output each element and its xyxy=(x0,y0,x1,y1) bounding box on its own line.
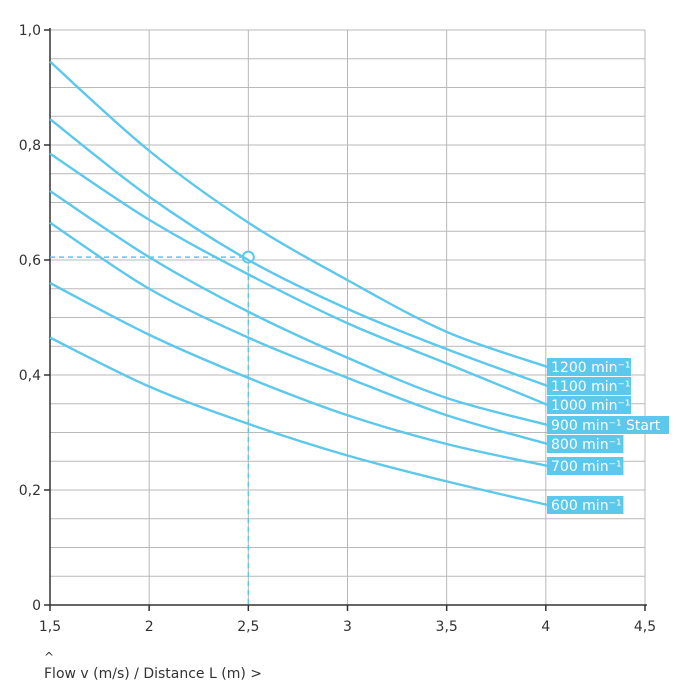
y-tick-label: 0,8 xyxy=(19,138,41,154)
grid xyxy=(50,29,646,605)
series-line xyxy=(49,60,549,369)
series-label-box xyxy=(547,358,631,376)
y-tick-label: 0,4 xyxy=(19,368,41,384)
y-tick-label: 1,0 xyxy=(19,23,41,39)
series-label-box xyxy=(547,435,624,453)
x-tick-label: 2,5 xyxy=(237,619,259,635)
series-label: 1200 min⁻¹ xyxy=(547,358,631,376)
axis-caret-icon: ^ xyxy=(44,650,55,664)
series-label: 600 min⁻¹ xyxy=(547,496,624,514)
series-label-box xyxy=(547,496,624,514)
series-line xyxy=(49,190,549,427)
annotation-guides xyxy=(50,250,255,605)
x-tick-label: 3,5 xyxy=(436,619,458,635)
x-tick-label: 3 xyxy=(343,619,352,635)
series-label-box xyxy=(547,416,669,434)
series-line xyxy=(49,281,549,468)
y-tick-label: 0 xyxy=(32,598,41,614)
x-axis-title: Flow v (m/s) / Distance L (m) > xyxy=(44,666,262,682)
series-labels: 1200 min⁻¹ 1100 min⁻¹ 1000 min⁻¹ 900 min⁻¹ … xyxy=(547,358,669,514)
series-line xyxy=(49,336,549,507)
series-label: 1100 min⁻¹ xyxy=(547,377,631,395)
y-tick-label: 0,2 xyxy=(19,483,41,499)
series-label-text: 700 min⁻¹ xyxy=(551,459,622,475)
series-line xyxy=(49,221,549,446)
series-label: 800 min⁻¹ xyxy=(547,435,624,453)
series-label-box xyxy=(547,457,624,475)
series-label-text: 800 min⁻¹ xyxy=(551,437,622,453)
series-lines xyxy=(49,60,549,507)
series-label: 700 min⁻¹ xyxy=(547,457,624,475)
series-line xyxy=(49,118,549,388)
series-label-text: 1200 min⁻¹ xyxy=(551,360,630,376)
series-label-text: 1100 min⁻¹ xyxy=(551,379,630,395)
series-label-box xyxy=(547,396,631,414)
series-label-text: 900 min⁻¹ Start xyxy=(551,418,661,434)
axes xyxy=(44,28,647,611)
series-line xyxy=(49,152,549,407)
series-label: 1000 min⁻¹ xyxy=(547,396,631,414)
x-tick-label: 2 xyxy=(145,619,154,635)
tick-labels: 0 0,2 0,4 0,6 0,8 1,0 1,5 2 2,5 3 3,5 4 4,5 xyxy=(19,23,656,635)
y-tick-label: 0,6 xyxy=(19,253,41,269)
series-label-box xyxy=(547,377,631,395)
series-label: 900 min⁻¹ Start xyxy=(547,416,669,434)
x-tick-label: 4,5 xyxy=(634,619,656,635)
series-label-text: 600 min⁻¹ xyxy=(551,498,622,514)
series-label-text: 1000 min⁻¹ xyxy=(551,398,630,414)
x-tick-label: 1,5 xyxy=(39,619,61,635)
x-tick-label: 4 xyxy=(541,619,550,635)
